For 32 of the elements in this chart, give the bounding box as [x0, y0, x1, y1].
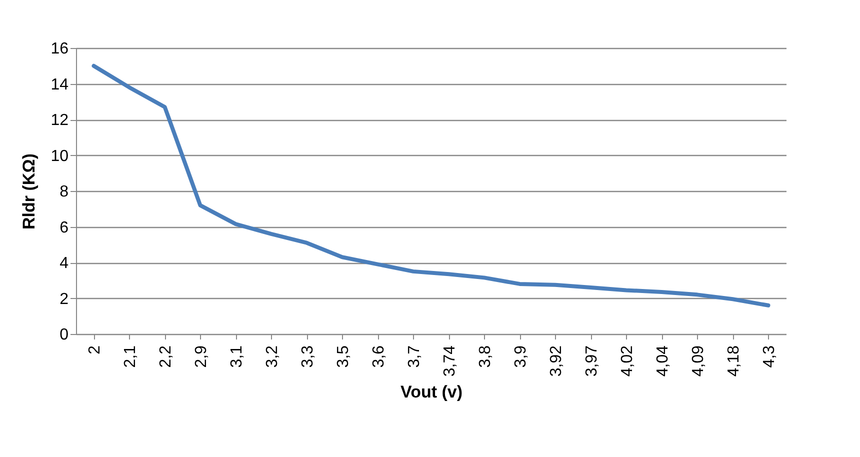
x-tick-label: 4,18: [725, 345, 742, 377]
x-tick-label: 3,97: [583, 345, 600, 377]
x-tick-label: 2: [86, 345, 104, 354]
x-tick-label: 2,2: [157, 345, 174, 368]
x-tick-label: 2,9: [192, 345, 210, 368]
x-tick-label: 4,02: [618, 345, 636, 377]
y-tick-label: 8: [60, 184, 69, 200]
x-tick-label: 4,3: [760, 345, 778, 368]
x-axis-title: Vout (v): [400, 382, 463, 402]
y-tick-label: 2: [60, 290, 69, 308]
x-tick-label: 3,8: [476, 345, 494, 368]
x-tick-label: 4,04: [654, 345, 672, 377]
line-series: [92, 64, 770, 308]
x-tick-label: 3,6: [370, 345, 388, 368]
y-tick-label: 10: [50, 148, 69, 165]
x-tick-label: 3,1: [228, 345, 246, 368]
y-tick-label: 4: [60, 255, 69, 272]
x-tick-label: 3,3: [299, 345, 316, 368]
x-tick-label: 2,1: [122, 345, 139, 368]
x-tick-label: 3,7: [406, 345, 423, 368]
x-tick-label: 3,74: [441, 345, 458, 377]
y-tick-label: 6: [60, 219, 69, 236]
x-tick-label: 3,5: [334, 345, 352, 368]
x-tick-label: 3,9: [512, 345, 530, 368]
y-tick-label: 0: [60, 326, 69, 344]
y-tick-label: 16: [50, 40, 69, 58]
x-tick-label: 3,92: [548, 345, 565, 377]
x-tick-label: 3,2: [264, 345, 281, 368]
x-tick-label: 4,09: [690, 345, 707, 377]
y-axis-title: Rldr (KΩ): [20, 154, 39, 230]
y-tick-label: 12: [50, 112, 69, 129]
y-tick-label: 14: [50, 76, 69, 94]
